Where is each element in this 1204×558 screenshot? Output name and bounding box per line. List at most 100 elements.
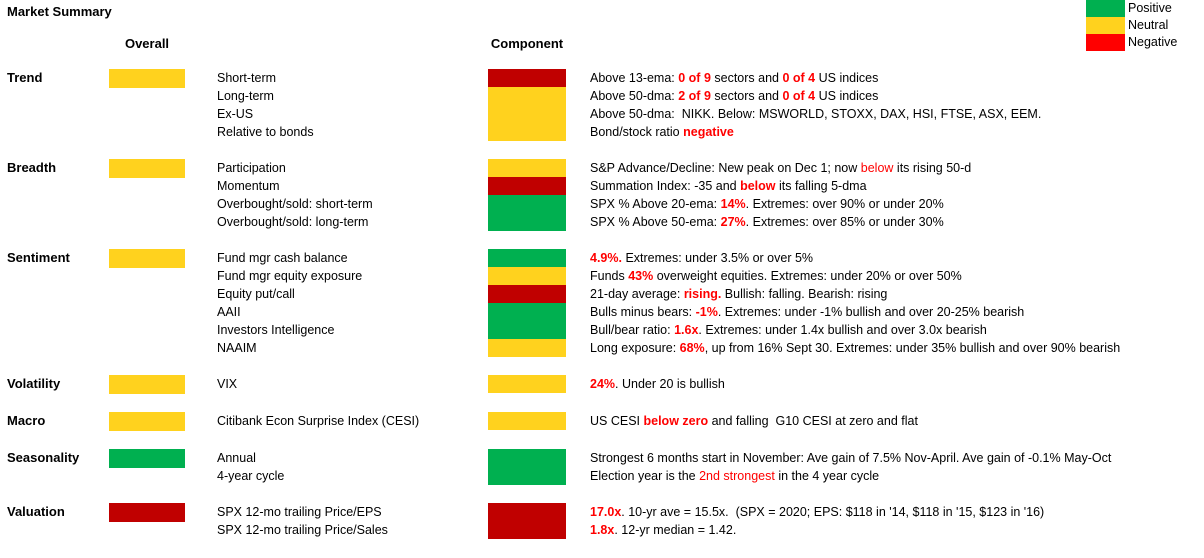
section-volatility: Volatility VIX 24%. Under 20 is bullish bbox=[0, 375, 1204, 394]
component-column-header: Component bbox=[490, 36, 564, 51]
legend-item: Neutral bbox=[1086, 17, 1177, 34]
category-label: Volatility bbox=[7, 376, 61, 391]
description-segment: Election year is the bbox=[590, 469, 700, 483]
component-label: VIX bbox=[217, 377, 238, 391]
overall-rating-block bbox=[109, 375, 185, 394]
component-label: Equity put/call bbox=[217, 287, 295, 301]
overall-column-header: Overall bbox=[124, 36, 170, 51]
descriptions-column: 17.0x. 10-yr ave = 15.5x. (SPX = 2020; E… bbox=[590, 503, 1204, 539]
overall-column bbox=[109, 503, 185, 522]
description-segment: . Under 20 is bullish bbox=[615, 377, 725, 391]
description-row: SPX % Above 50-ema: 27%. Extremes: over … bbox=[590, 213, 1204, 231]
component-rating-block bbox=[488, 503, 566, 539]
description-row: 1.8x. 12-yr median = 1.42. bbox=[590, 521, 1204, 539]
description-row: US CESI below zero and falling G10 CESI … bbox=[590, 412, 1204, 430]
category-label: Macro bbox=[7, 413, 46, 428]
description-segment: 68% bbox=[679, 341, 705, 355]
component-label: 4-year cycle bbox=[217, 469, 285, 483]
description-row: Funds 43% overweight equities. Extremes:… bbox=[590, 267, 1204, 285]
description-segment: Above 50-dma: bbox=[590, 89, 679, 103]
component-label: Investors Intelligence bbox=[217, 323, 335, 337]
description-row: Above 50-dma: NIKK. Below: MSWORLD, STOX… bbox=[590, 105, 1204, 123]
overall-column bbox=[109, 159, 185, 178]
component-label: Momentum bbox=[217, 179, 280, 193]
category-label: Valuation bbox=[7, 504, 65, 519]
overall-column bbox=[109, 449, 185, 468]
section-seasonality: Seasonality Annual 4-year cycle Strongest 6… bbox=[0, 449, 1204, 485]
description-segment: Above 50-dma: NIKK. Below: MSWORLD, STOX… bbox=[590, 107, 1042, 121]
category-label: Seasonality bbox=[7, 450, 80, 465]
description-segment: below zero bbox=[643, 414, 709, 428]
overall-rating-block bbox=[109, 249, 185, 268]
description-segment: Bond/stock ratio bbox=[590, 125, 684, 139]
description-row: 21-day average: rising. Bullish: falling… bbox=[590, 285, 1204, 303]
component-label: Citibank Econ Surprise Index (CESI) bbox=[217, 414, 420, 428]
description-segment: SPX % Above 50-ema: bbox=[590, 215, 721, 229]
category-column: Macro bbox=[0, 412, 109, 430]
component-label: Ex-US bbox=[217, 107, 254, 121]
component-label: Annual bbox=[217, 451, 256, 465]
section-sentiment: Sentiment Fund mgr cash balance Fund mgr e… bbox=[0, 249, 1204, 357]
category-column: Valuation bbox=[0, 503, 109, 521]
component-rating-block bbox=[488, 412, 566, 430]
description-row: Summation Index: -35 and below its falli… bbox=[590, 177, 1204, 195]
component-rating-block bbox=[488, 177, 566, 195]
component-label: Overbought/sold: short-term bbox=[217, 197, 373, 211]
category-label: Breadth bbox=[7, 160, 57, 175]
description-segment: Long exposure: bbox=[590, 341, 680, 355]
legend-label: Positive bbox=[1128, 1, 1172, 15]
description-segment: 0 of 4 bbox=[782, 89, 816, 103]
description-segment: -1% bbox=[695, 305, 718, 319]
component-label: Overbought/sold: long-term bbox=[217, 215, 369, 229]
component-label: Fund mgr cash balance bbox=[217, 251, 348, 265]
description-segment: 17.0x bbox=[590, 505, 622, 519]
section-trend: Trend Short-term Long-term Ex-US Relative to… bbox=[0, 69, 1204, 141]
component-rating-block bbox=[488, 87, 566, 141]
section-breadth: Breadth Participation Momentum Overbought/s… bbox=[0, 159, 1204, 231]
description-segment: 0 of 4 bbox=[782, 71, 816, 85]
description-segment: below bbox=[740, 179, 776, 193]
description-segment: 0 of 9 bbox=[678, 71, 711, 85]
description-row: 4.9%. Extremes: under 3.5% or over 5% bbox=[590, 249, 1204, 267]
description-row: Above 13-ema: 0 of 9 sectors and 0 of 4 … bbox=[590, 69, 1204, 87]
descriptions-column: 4.9%. Extremes: under 3.5% or over 5% Fun… bbox=[590, 249, 1204, 357]
component-rating-column bbox=[488, 159, 566, 231]
description-segment: 24% bbox=[590, 377, 616, 391]
description-segment: S&P Advance/Decline: New peak on Dec 1; … bbox=[590, 161, 861, 175]
component-label: Fund mgr equity exposure bbox=[217, 269, 363, 283]
description-segment: its rising 50-d bbox=[893, 161, 972, 175]
description-segment: . Extremes: over 85% or under 30% bbox=[745, 215, 944, 229]
description-segment: sectors and bbox=[710, 89, 783, 103]
description-segment: 4.9%. bbox=[590, 251, 622, 265]
legend-item: Positive bbox=[1086, 0, 1177, 17]
overall-rating-block bbox=[109, 69, 185, 88]
description-segment: overweight equities. Extremes: under 20%… bbox=[653, 269, 962, 283]
description-segment: below bbox=[860, 161, 894, 175]
category-label: Trend bbox=[7, 70, 43, 85]
component-rating-block bbox=[488, 449, 566, 485]
page-title: Market Summary bbox=[7, 4, 112, 19]
description-segment: 27% bbox=[720, 215, 746, 229]
description-segment: . 12-yr median = 1.42. bbox=[614, 523, 737, 537]
component-label: Short-term bbox=[217, 71, 277, 85]
component-label: NAAIM bbox=[217, 341, 257, 355]
category-column: Seasonality bbox=[0, 449, 109, 467]
description-segment: . 10-yr ave = 15.5x. (SPX = 2020; EPS: $… bbox=[621, 505, 1045, 519]
component-labels-column: Fund mgr cash balance Fund mgr equity exp… bbox=[217, 249, 488, 357]
description-segment: US indices bbox=[815, 71, 879, 85]
description-segment: Strongest 6 months start in November: Av… bbox=[590, 451, 1112, 465]
component-rating-column bbox=[488, 249, 566, 357]
description-row: 17.0x. 10-yr ave = 15.5x. (SPX = 2020; E… bbox=[590, 503, 1204, 521]
description-segment: Above 13-ema: bbox=[590, 71, 679, 85]
description-row: Bull/bear ratio: 1.6x. Extremes: under 1… bbox=[590, 321, 1204, 339]
component-rating-block bbox=[488, 303, 566, 339]
description-row: S&P Advance/Decline: New peak on Dec 1; … bbox=[590, 159, 1204, 177]
component-label: SPX 12-mo trailing Price/Sales bbox=[217, 523, 388, 537]
section-valuation: Valuation SPX 12-mo trailing Price/EPS SPX… bbox=[0, 503, 1204, 539]
description-row: Bulls minus bears: -1%. Extremes: under … bbox=[590, 303, 1204, 321]
component-label: Participation bbox=[217, 161, 286, 175]
component-label: Relative to bonds bbox=[217, 125, 314, 139]
legend-label: Neutral bbox=[1128, 18, 1169, 32]
component-labels-column: VIX bbox=[217, 375, 488, 393]
